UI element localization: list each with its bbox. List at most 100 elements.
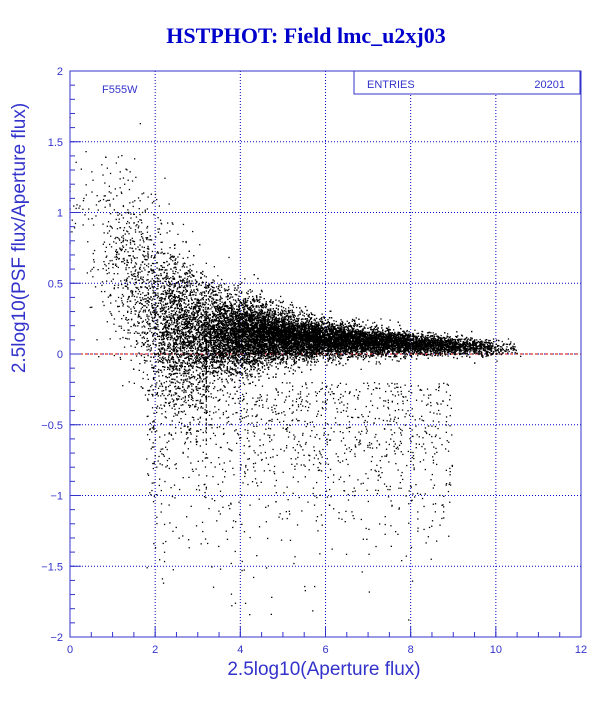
data-point [192, 284, 194, 287]
data-point [502, 344, 504, 346]
data-point [191, 388, 193, 390]
data-point [356, 324, 358, 326]
data-point [290, 329, 293, 331]
data-point [255, 324, 257, 326]
data-point [195, 288, 198, 290]
data-point [266, 315, 268, 317]
data-point [299, 354, 301, 356]
data-point [198, 324, 200, 326]
data-point [394, 333, 396, 336]
data-point [246, 305, 248, 307]
data-point [359, 351, 361, 353]
data-point [175, 322, 177, 324]
data-point [212, 319, 214, 321]
data-point [428, 331, 431, 333]
data-point [170, 358, 172, 360]
data-point [446, 341, 448, 343]
data-point [207, 292, 209, 294]
data-point [159, 297, 161, 299]
data-point [237, 298, 239, 300]
data-point [250, 348, 252, 350]
data-point [362, 355, 365, 357]
data-point [294, 353, 297, 355]
data-point [451, 351, 454, 353]
data-point [163, 332, 165, 334]
data-point [433, 345, 435, 347]
data-point [311, 361, 313, 363]
data-point [293, 354, 296, 356]
data-point [283, 312, 285, 314]
data-point [184, 281, 186, 284]
data-point [201, 315, 203, 317]
data-point [174, 412, 176, 415]
data-point [314, 320, 316, 322]
data-point [365, 331, 367, 333]
data-point [501, 346, 503, 348]
data-point [173, 337, 176, 339]
data-point [430, 335, 432, 337]
data-point [409, 351, 411, 353]
data-point [241, 301, 243, 304]
data-point [219, 355, 222, 358]
data-point [485, 341, 487, 343]
data-point [255, 326, 257, 328]
data-point [203, 322, 206, 325]
data-point [455, 347, 457, 349]
data-point [251, 375, 253, 378]
data-point [339, 351, 341, 354]
data-point [187, 339, 189, 342]
data-point [204, 359, 206, 361]
data-point [196, 354, 198, 357]
data-point [380, 335, 382, 337]
data-point [181, 295, 183, 297]
data-point [263, 354, 265, 357]
data-point [208, 323, 210, 326]
data-point [181, 285, 183, 287]
data-point [309, 318, 312, 321]
data-point [322, 324, 324, 326]
data-point [393, 329, 395, 331]
data-point [194, 336, 196, 338]
data-point [188, 282, 190, 284]
data-point [191, 331, 193, 333]
data-point [215, 337, 217, 339]
data-point [376, 347, 378, 349]
data-point [170, 315, 172, 317]
data-point [256, 299, 258, 301]
data-point [343, 352, 345, 355]
data-point [169, 364, 171, 366]
data-point [160, 336, 162, 338]
data-point [379, 347, 382, 349]
data-point [147, 304, 150, 306]
data-point [176, 288, 178, 290]
data-point [259, 369, 261, 371]
data-point [207, 357, 209, 360]
data-point [298, 325, 301, 327]
data-point [488, 346, 490, 348]
data-point [212, 304, 214, 306]
data-point [498, 353, 500, 355]
data-point [253, 305, 255, 308]
data-point [185, 296, 188, 298]
data-point [343, 328, 346, 330]
data-point [231, 343, 234, 345]
data-point [213, 290, 216, 292]
data-point [482, 343, 485, 345]
data-point [362, 334, 365, 336]
data-point [244, 312, 246, 314]
data-point [215, 367, 217, 369]
data-point [178, 283, 180, 285]
data-point [307, 352, 309, 354]
data-point [185, 288, 187, 291]
data-point [184, 357, 186, 359]
data-point [253, 355, 256, 358]
data-point [372, 329, 374, 331]
data-point [345, 348, 347, 350]
data-point [265, 301, 267, 303]
data-point [377, 355, 379, 357]
data-point [182, 353, 184, 355]
data-point [495, 347, 497, 349]
data-point [171, 290, 173, 292]
data-point [204, 391, 207, 393]
data-point [246, 331, 248, 333]
